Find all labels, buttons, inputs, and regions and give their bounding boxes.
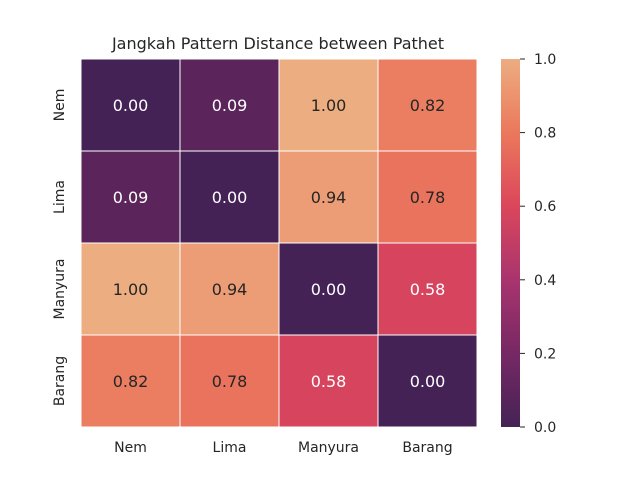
colorbar-tick-label: 0.6 [534, 199, 556, 215]
cell-value-label: 0.09 [212, 96, 248, 115]
heatmap-cell [278, 334, 379, 428]
cell-value-label: 0.00 [212, 188, 248, 207]
chart-title: Jangkah Pattern Distance between Pathet [111, 34, 444, 53]
cell-value-label: 0.82 [113, 372, 149, 391]
heatmap-cell [377, 150, 478, 244]
y-tick-label: Barang [52, 356, 68, 406]
colorbar-tick-label: 1.0 [534, 52, 556, 68]
x-tick-label: Lima [213, 440, 247, 456]
y-tick-labels: Nem Lima Manyura Barang [52, 89, 68, 407]
x-tick-label: Manyura [298, 440, 359, 456]
heatmap-cell [179, 334, 280, 428]
heatmap-cell [377, 334, 478, 428]
cell-value-label: 1.00 [113, 280, 149, 299]
cell-value-label: 0.82 [410, 96, 446, 115]
cell-value-label: 0.00 [311, 280, 347, 299]
cell-value-label: 0.09 [113, 188, 149, 207]
y-tick-label: Nem [52, 89, 68, 122]
x-tick-label: Nem [114, 440, 147, 456]
x-tick-labels: Nem Lima Manyura Barang [114, 440, 453, 456]
heatmap-cell [179, 58, 280, 152]
heatmap-cell [179, 242, 280, 336]
cell-value-label: 0.00 [410, 372, 446, 391]
heatmap-cell [278, 58, 379, 152]
colorbar [501, 59, 520, 427]
x-tick-label: Barang [402, 440, 452, 456]
heatmap-cell [377, 58, 478, 152]
colorbar-tick-label: 0.8 [534, 126, 556, 142]
cell-value-label: 0.00 [113, 96, 149, 115]
heatmap-cell [80, 150, 181, 244]
heatmap-cell [80, 334, 181, 428]
heatmap-cells: 0.00 0.09 1.00 0.82 0.09 0.00 0.94 0.78 1.00 0.94… [80, 58, 478, 428]
heatmap-cell [179, 150, 280, 244]
cell-value-label: 0.78 [410, 188, 446, 207]
y-tick-label: Lima [52, 180, 68, 214]
cell-value-label: 0.94 [311, 188, 347, 207]
cell-value-label: 0.58 [311, 372, 347, 391]
colorbar-tick-label: 0.2 [534, 346, 556, 362]
heatmap-cell [377, 242, 478, 336]
cell-value-label: 0.94 [212, 280, 248, 299]
cell-value-label: 1.00 [311, 96, 347, 115]
colorbar-tick-label: 0.0 [534, 420, 556, 436]
colorbar-ticks: 0.0 0.2 0.4 0.6 0.8 1.0 [520, 52, 556, 436]
y-tick-label: Manyura [52, 258, 68, 319]
colorbar-tick-label: 0.4 [534, 273, 556, 289]
heatmap-cell [80, 58, 181, 152]
cell-value-label: 0.78 [212, 372, 248, 391]
cell-value-label: 0.58 [410, 280, 446, 299]
